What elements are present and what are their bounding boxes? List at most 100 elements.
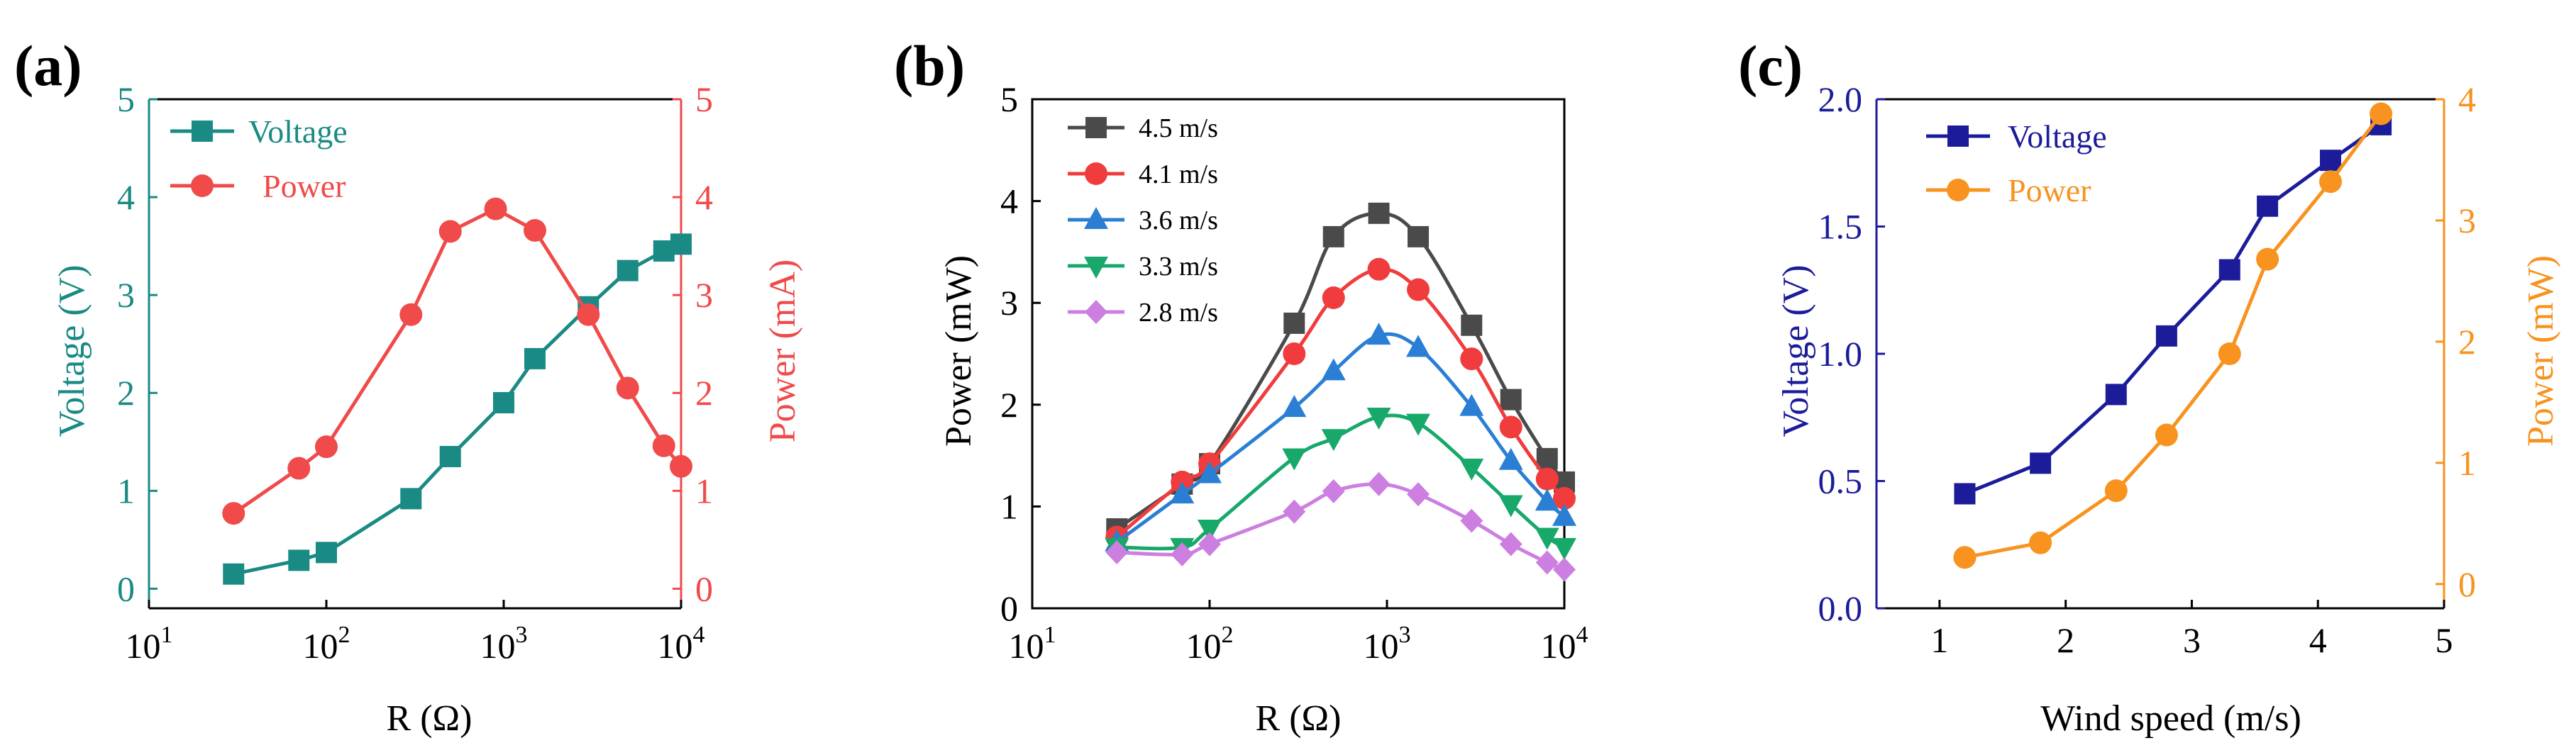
- y-tick-label: 4: [1000, 181, 1018, 221]
- data-point-power: [222, 502, 245, 525]
- data-point-power: [2104, 479, 2128, 503]
- panel-b-xlabel: R (Ω): [1256, 698, 1342, 739]
- data-point: [1198, 532, 1221, 557]
- data-point-power: [577, 303, 600, 326]
- data-point-voltage: [288, 549, 310, 571]
- series-line-power: [1964, 113, 2383, 559]
- y-tick-label: 2: [1000, 385, 1018, 425]
- data-point-power: [2218, 342, 2241, 365]
- y-tick-label-right: 3: [695, 275, 713, 315]
- data-point: [1366, 408, 1391, 430]
- legend-c-voltage: Voltage: [2008, 118, 2107, 155]
- legend-c-voltage-marker: [1947, 125, 1969, 147]
- legend-marker: [1084, 257, 1108, 279]
- data-point-voltage: [1954, 483, 1976, 505]
- x-tick-label: 5: [2436, 620, 2453, 660]
- panel-c-legend: Voltage Power: [1926, 118, 2107, 208]
- data-point: [1283, 342, 1306, 365]
- y-tick-label-left: 3: [117, 275, 135, 315]
- data-point: [1367, 257, 1391, 281]
- data-point: [1171, 542, 1194, 566]
- y-tick-label: 5: [1000, 79, 1018, 119]
- panel-a-ylabel-left: Voltage (V): [52, 264, 92, 437]
- legend-label: 3.3 m/s: [1139, 252, 1218, 281]
- data-point: [1536, 447, 1558, 469]
- data-point-voltage: [617, 259, 639, 281]
- y-tick-label-left: 0.5: [1818, 462, 1863, 501]
- data-point: [1322, 225, 1344, 247]
- data-point: [1498, 495, 1523, 518]
- y-tick-label-left: 1.0: [1818, 334, 1863, 374]
- data-point-voltage: [2257, 195, 2279, 217]
- y-tick-label: 1: [1000, 486, 1018, 526]
- y-tick-label-right: 1: [2458, 443, 2476, 483]
- x-tick-label: 103: [480, 622, 528, 666]
- y-tick-label-right: 3: [2458, 201, 2476, 240]
- legend-voltage: Voltage: [248, 113, 348, 150]
- data-point-power: [2029, 531, 2052, 554]
- data-point-voltage: [223, 563, 245, 585]
- panel-b-legend: 4.5 m/s 4.1 m/s 3.6 m/s 3.3 m/s 2.8 m/s: [1068, 113, 1218, 328]
- data-point: [1552, 537, 1576, 560]
- y-tick-label-right: 1: [695, 471, 713, 510]
- data-point: [1500, 389, 1522, 410]
- x-tick-label: 4: [2309, 620, 2327, 660]
- data-point-voltage: [2320, 150, 2341, 172]
- y-tick-label-right: 4: [695, 177, 713, 217]
- data-point: [1283, 312, 1305, 334]
- y-tick-label-right: 0: [695, 569, 713, 608]
- series-line-voltage: [233, 242, 682, 576]
- y-tick-label-left: 5: [117, 79, 135, 119]
- data-point-power: [652, 434, 675, 457]
- data-point: [1461, 314, 1483, 336]
- x-tick-label: 3: [2183, 620, 2201, 660]
- panel-a-xlabel: R (Ω): [387, 698, 472, 739]
- data-point: [1105, 540, 1129, 565]
- data-point: [1535, 527, 1559, 550]
- x-tick-label: 102: [1186, 622, 1234, 666]
- legend-voltage-marker: [192, 121, 213, 142]
- panel-b-ylabel: Power (mW): [939, 255, 979, 447]
- data-point-power: [2256, 247, 2279, 271]
- data-point-power: [484, 197, 507, 220]
- data-point-voltage: [670, 233, 692, 255]
- x-tick-label: 1: [1930, 620, 1948, 660]
- y-tick-label-right: 2: [2458, 322, 2476, 362]
- data-point: [1553, 486, 1576, 510]
- y-tick-label-right: 0: [2458, 564, 2476, 604]
- data-point: [1322, 286, 1345, 310]
- data-point-power: [524, 219, 547, 242]
- y-tick-label-right: 4: [2458, 79, 2476, 119]
- legend-label: 2.8 m/s: [1139, 298, 1218, 328]
- data-point: [1459, 393, 1484, 416]
- data-point: [1282, 448, 1307, 471]
- y-tick-label-right: 5: [695, 79, 713, 119]
- data-point: [1499, 415, 1522, 439]
- panel-c-plot: 0.0 0.5 1.0 1.5 2.0 0 1 2 3 4 1 2 3 4 5: [1818, 79, 2477, 660]
- data-point: [1499, 532, 1522, 557]
- data-point: [1366, 323, 1391, 345]
- x-tick-label: 102: [303, 622, 350, 666]
- panel-a-plot: 0 1 2 3 4 5 0 1 2 3 4 5 101 102 103 104: [117, 79, 713, 666]
- data-point: [1407, 482, 1430, 507]
- data-point: [1407, 278, 1430, 301]
- data-point: [1367, 471, 1391, 496]
- data-point-power: [2155, 423, 2178, 447]
- data-point: [1460, 508, 1483, 533]
- data-point: [1535, 467, 1559, 491]
- x-tick-label: 101: [1009, 622, 1056, 666]
- panel-c-label: (c): [1738, 33, 1803, 98]
- panel-a-legend: Voltage Power: [170, 113, 348, 204]
- legend-marker: [1084, 207, 1108, 229]
- data-point-power: [315, 435, 338, 459]
- y-tick-label-left: 0.0: [1818, 588, 1863, 628]
- legend-c-power-marker: [1947, 179, 1969, 201]
- y-tick-label-left: 2: [117, 373, 135, 413]
- data-point-power: [2370, 102, 2393, 125]
- plot-frame: [1031, 98, 1566, 610]
- legend-label: 4.1 m/s: [1139, 160, 1218, 189]
- legend-marker: [1085, 162, 1107, 185]
- data-point-power: [1953, 546, 1977, 569]
- data-point-power: [287, 457, 311, 480]
